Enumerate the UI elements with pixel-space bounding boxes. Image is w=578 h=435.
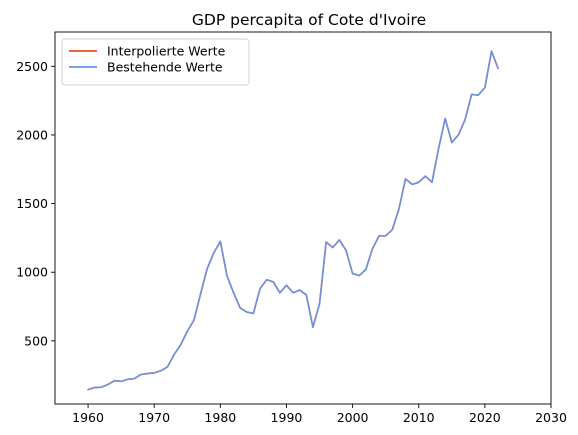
x-tick-label: 1970 xyxy=(138,410,170,425)
axes-frame xyxy=(54,31,552,405)
y-tick-label: 500 xyxy=(24,333,48,348)
x-tick-label: 2000 xyxy=(337,410,369,425)
chart-title: GDP percapita of Cote d'Ivoire xyxy=(192,11,426,29)
x-tick-label: 2010 xyxy=(403,410,435,425)
legend-label-1: Interpolierte Werte xyxy=(107,44,226,59)
axes-layer: 1960 1970 1980 1990 2000 2010 2020 2030 500 1000 1… xyxy=(16,31,567,425)
x-tick-label: 1980 xyxy=(204,410,236,425)
legend-box xyxy=(61,38,250,86)
x-tick-label: 2020 xyxy=(469,410,501,425)
series-line-2 xyxy=(87,50,499,391)
x-tick-label: 2030 xyxy=(535,410,567,425)
y-tick-label: 2500 xyxy=(16,59,48,74)
y-tick-label: 2000 xyxy=(16,127,48,142)
legend-label-2: Bestehende Werte xyxy=(107,60,223,75)
x-tick-label: 1990 xyxy=(271,410,303,425)
y-tick-label: 1500 xyxy=(16,196,48,211)
y-tick-label: 1000 xyxy=(16,265,48,280)
x-tick-label: 1960 xyxy=(72,410,104,425)
plot-area xyxy=(55,32,551,404)
plot-background xyxy=(55,32,551,404)
series-layer xyxy=(87,50,499,391)
